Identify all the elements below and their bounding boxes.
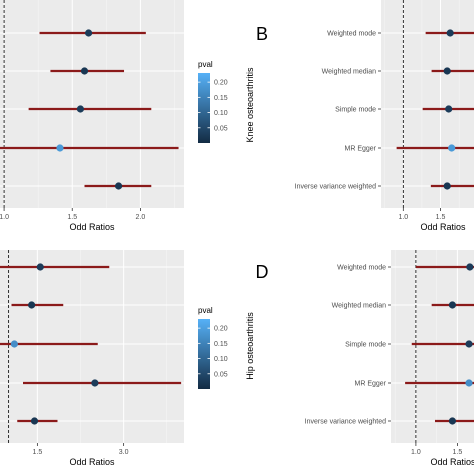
estimate-point	[466, 263, 474, 271]
legend-tick-label: 0.05	[214, 125, 228, 132]
estimate-point	[114, 182, 123, 190]
y-category-label: Inverse variance weighted	[305, 419, 386, 426]
estimate-point	[36, 263, 44, 271]
estimate-point	[80, 67, 89, 75]
legend-tick-label: 0.15	[214, 95, 228, 102]
estimate-point	[443, 182, 451, 190]
y-category-label: Weighted mode	[337, 265, 386, 272]
legend-tick-label: 0.15	[214, 341, 228, 348]
y-axis-title: Hip osteoarthritis	[245, 312, 255, 380]
x-tick-label: 2.0	[136, 214, 146, 221]
marks-group	[396, 29, 474, 190]
estimate-point	[28, 301, 36, 309]
x-tick-label: 3.0	[119, 449, 129, 456]
estimate-point	[465, 379, 473, 387]
estimate-point	[446, 29, 454, 37]
x-axis-title: Odd Ratios	[69, 457, 115, 467]
legend-tick-label: 0.10	[214, 110, 228, 117]
panel-background	[381, 0, 474, 208]
x-tick-label: 1.5	[67, 214, 77, 221]
panel-c: 1.5 3.0 Odd Ratios	[0, 250, 184, 467]
legend-colorbar	[198, 73, 210, 143]
legend-tick-label: 0.20	[214, 326, 228, 333]
y-category-label: Weighted median	[332, 303, 386, 310]
legend-pval: pval 0.20 0.15 0.10 0.05	[198, 306, 228, 389]
estimate-point	[465, 340, 473, 348]
y-category-label: Weighted mode	[327, 31, 376, 38]
y-axis-title: Knee osteoarthritis	[245, 67, 255, 143]
y-category-label: Inverse variance weighted	[295, 184, 376, 191]
x-tick-label: 1.5	[33, 449, 43, 456]
x-tick-label: 1.0	[398, 214, 408, 221]
legend-pval: pval 0.20 0.15 0.10 0.05	[198, 60, 228, 143]
estimate-point	[56, 144, 64, 152]
legend-title: pval	[198, 60, 213, 69]
estimate-point	[91, 379, 99, 387]
legend-colorbar	[198, 319, 210, 389]
legend-tick-label: 0.20	[214, 80, 228, 87]
y-category-label: MR Egger	[354, 381, 386, 388]
legend-tick-label: 0.10	[214, 356, 228, 363]
estimate-point	[76, 105, 85, 113]
x-tick-label: 1.0	[0, 214, 9, 221]
y-category-label: MR Egger	[344, 146, 376, 153]
legend-tick-label: 0.05	[214, 371, 228, 378]
marks-group	[0, 263, 182, 425]
estimate-point	[30, 417, 39, 425]
panel-background	[0, 250, 184, 443]
estimate-point	[448, 144, 456, 152]
x-tick-label: 1.5	[436, 214, 446, 221]
estimate-point	[445, 105, 453, 113]
panel-letter: D	[256, 262, 269, 282]
x-axis-title: Odd Ratios	[430, 457, 474, 467]
panel-background	[391, 250, 474, 443]
marks-group	[405, 263, 474, 425]
estimate-point	[10, 340, 18, 348]
panel-background	[0, 0, 184, 208]
estimate-point	[84, 29, 93, 37]
y-category-label: Simple mode	[345, 342, 386, 349]
y-category-label: Weighted median	[322, 69, 376, 76]
marks-group	[0, 29, 179, 190]
panel-letter: B	[256, 24, 268, 44]
panel-a: 1.0 1.5 2.0 Odd Ratios	[0, 0, 184, 232]
y-category-label: Simple mode	[335, 107, 376, 114]
x-axis-title: Odd Ratios	[69, 222, 115, 232]
x-axis-title: Odd Ratios	[420, 222, 466, 232]
estimate-point	[448, 301, 457, 309]
estimate-point	[448, 417, 457, 425]
legend-title: pval	[198, 306, 213, 315]
x-tick-label: 1.5	[453, 449, 463, 456]
estimate-point	[443, 67, 451, 75]
x-tick-label: 1.0	[411, 449, 421, 456]
